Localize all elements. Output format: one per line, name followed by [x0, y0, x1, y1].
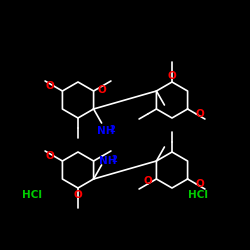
Text: O: O: [144, 176, 152, 186]
Text: 2: 2: [112, 154, 117, 164]
Text: NH: NH: [96, 126, 114, 136]
Text: O: O: [46, 151, 54, 161]
Text: O: O: [98, 85, 106, 95]
Text: NH: NH: [98, 156, 116, 166]
Text: O: O: [168, 71, 176, 81]
Text: O: O: [196, 109, 204, 119]
Text: O: O: [74, 190, 82, 200]
Text: HCl: HCl: [22, 190, 42, 200]
Text: 2: 2: [110, 124, 116, 134]
Text: O: O: [46, 81, 54, 91]
Text: HCl: HCl: [188, 190, 208, 200]
Text: O: O: [196, 179, 204, 189]
